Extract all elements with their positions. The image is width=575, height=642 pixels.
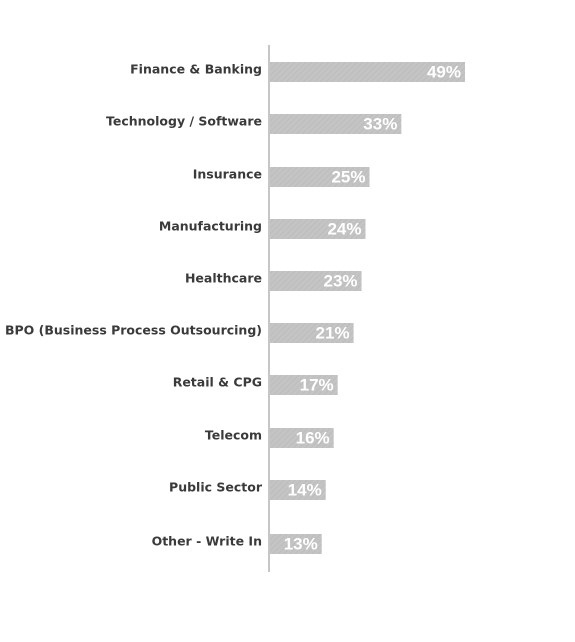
value-label-9: 13% <box>284 534 318 553</box>
category-label-6: Retail & CPG <box>173 375 262 390</box>
value-labels-layer: 49% 33% 25% 24% 23% 21% 17% 16% 14% 13% <box>284 62 461 553</box>
value-label-0: 49% <box>427 62 461 81</box>
category-label-5: BPO (Business Process Outsourcing) <box>5 323 262 338</box>
bar-1 <box>270 114 402 134</box>
value-label-7: 16% <box>296 428 330 447</box>
category-label-0: Finance & Banking <box>130 62 262 77</box>
bar-4 <box>270 271 362 291</box>
category-label-1: Technology / Software <box>106 114 262 129</box>
bar-2 <box>270 167 370 187</box>
value-label-3: 24% <box>327 219 361 238</box>
category-label-9: Other - Write In <box>152 534 262 549</box>
value-label-5: 21% <box>316 323 350 342</box>
category-label-8: Public Sector <box>169 480 263 495</box>
value-label-4: 23% <box>323 271 357 290</box>
value-label-1: 33% <box>363 114 397 133</box>
category-label-2: Insurance <box>193 167 262 182</box>
bar-5 <box>270 323 354 343</box>
bar-3 <box>270 219 366 239</box>
bar-6 <box>270 375 338 395</box>
value-label-2: 25% <box>331 167 365 186</box>
category-label-7: Telecom <box>205 428 262 443</box>
bar-0 <box>270 62 465 82</box>
bar-9 <box>270 534 322 554</box>
category-label-4: Healthcare <box>185 271 262 286</box>
bar-7 <box>270 428 334 448</box>
bars-layer <box>270 62 465 554</box>
value-label-8: 14% <box>288 480 322 499</box>
category-label-3: Manufacturing <box>159 219 262 234</box>
category-labels-layer: Finance & Banking Technology / Software In… <box>5 62 263 549</box>
bar-8 <box>270 480 326 500</box>
value-label-6: 17% <box>300 375 334 394</box>
